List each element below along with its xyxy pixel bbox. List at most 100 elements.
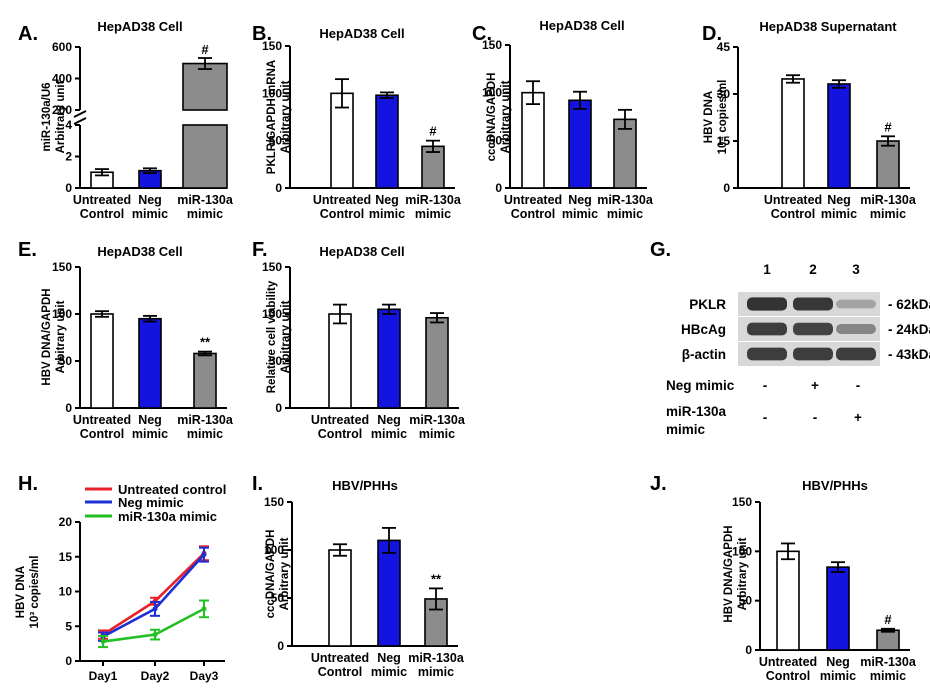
panel-label: J. — [650, 473, 667, 495]
y-tick-label: 50 — [269, 134, 283, 148]
y-axis-label-line: cccDNA/GAPDH — [486, 73, 498, 162]
bar-lower-segment — [182, 124, 228, 189]
category-label: Untreated — [764, 193, 822, 207]
bar — [776, 550, 800, 651]
x-tick-label: Day2 — [141, 669, 170, 683]
category-label: mimic — [187, 207, 223, 221]
y-tick-label: 150 — [52, 260, 72, 274]
protein-band — [793, 347, 833, 361]
protein-label: PKLR — [689, 297, 726, 312]
y-axis-label-line: HBV DNA/GAPDH — [723, 525, 735, 622]
category-label: miR-130a — [405, 193, 462, 207]
legend-label: Untreated control — [118, 482, 226, 497]
significance-mark: ** — [200, 335, 211, 350]
category-label: Untreated — [504, 193, 562, 207]
chart-title: HepAD38 Cell — [319, 26, 404, 41]
y-tick-label: 0 — [275, 401, 282, 415]
chart-title: HepAD38 Cell — [319, 244, 404, 259]
category-label: miR-130a — [860, 655, 917, 669]
protein-band — [836, 324, 876, 334]
protein-band — [747, 322, 787, 336]
protein-band — [747, 347, 787, 361]
y-tick-label: 400 — [52, 72, 72, 86]
panel-label: B. — [252, 23, 272, 45]
y-tick-label: 0 — [277, 639, 284, 653]
category-label: mimic — [607, 207, 643, 221]
chart-title: HepAD38 Supernatant — [759, 19, 897, 34]
data-point — [152, 632, 158, 638]
lane-number: 3 — [852, 262, 860, 277]
panel-a: A. HepAD38 Cell miR-130a/U6 Arbitrary unit 0… — [18, 19, 234, 221]
y-tick-label: 50 — [59, 354, 73, 368]
protein-band — [793, 322, 833, 336]
y-tick-label: 150 — [264, 495, 284, 509]
y-tick-label: 50 — [739, 594, 753, 608]
y-axis-label-line: HBV DNA — [15, 566, 27, 618]
category-label: miR-130a — [409, 413, 466, 427]
x-tick-label: Day1 — [89, 669, 118, 683]
y-axis-label: HBV DNA/GAPDH Arbitrary unit — [41, 288, 67, 385]
panel-label: F. — [252, 239, 268, 261]
category-label: miR-130a — [177, 193, 234, 207]
category-label: mimic — [562, 207, 598, 221]
category-label: Untreated — [73, 413, 131, 427]
category-label: miR-130a — [860, 193, 917, 207]
category-label: Control — [318, 427, 362, 441]
condition-label: miR-130a — [666, 404, 727, 419]
category-label: mimic — [418, 665, 454, 679]
x-tick-label: Day3 — [190, 669, 219, 683]
y-tick-label: 30 — [717, 87, 731, 101]
data-point — [152, 606, 158, 612]
y-axis-label: HBV DNA/GAPDH Arbitrary unit — [723, 525, 749, 622]
y-tick-label: 0 — [65, 401, 72, 415]
data-point — [201, 606, 207, 612]
y-axis-label: HBV DNA 10³ copies/ml — [15, 556, 41, 629]
condition-mark: - — [813, 410, 818, 425]
panel-f: F. HepAD38 Cell Relative cell viability Arb… — [252, 239, 466, 441]
bar — [193, 352, 217, 409]
category-label: mimic — [821, 207, 857, 221]
y-tick-label: 4 — [65, 118, 72, 132]
y-tick-label: 100 — [52, 307, 72, 321]
bar — [876, 629, 900, 651]
category-label: mimic — [415, 207, 451, 221]
y-tick-label: 5 — [65, 619, 72, 633]
panel-d: D. HepAD38 Supernatant HBV DNA 10⁴ copies/m… — [702, 19, 917, 221]
category-label: mimic — [820, 669, 856, 683]
condition-mark: + — [811, 378, 819, 393]
y-axis-label-line: Relative cell viability — [266, 280, 278, 393]
bar — [521, 91, 545, 189]
y-axis-label-line: Arbitrary unit — [279, 537, 291, 610]
chart-title: HBV/PHHs — [332, 478, 398, 493]
y-tick-label: 15 — [717, 134, 731, 148]
category-label: Control — [766, 669, 810, 683]
y-axis-label-line: 10⁴ copies/ml — [717, 80, 729, 155]
significance-mark: # — [201, 42, 209, 57]
bar — [781, 78, 805, 189]
category-label: Neg — [138, 193, 162, 207]
bar — [425, 316, 449, 409]
panel-e: E. HepAD38 Cell HBV DNA/GAPDH Arbitrary uni… — [18, 239, 234, 441]
category-label: miR-130a — [177, 413, 234, 427]
y-axis-label: Relative cell viability Arbitrary unit — [266, 280, 292, 393]
y-tick-label: 0 — [65, 181, 72, 195]
y-axis-label: PKLR/GAPDH mRNA Arbitrary unit — [266, 60, 292, 174]
y-tick-label: 2 — [65, 150, 72, 164]
category-label: Neg — [827, 193, 851, 207]
category-label: miR-130a — [408, 651, 465, 665]
data-point — [201, 552, 207, 558]
chart-title: HepAD38 Cell — [97, 19, 182, 34]
significance-mark: # — [429, 124, 437, 139]
bar — [826, 566, 850, 651]
condition-mark: - — [763, 410, 768, 425]
panel-i: I. HBV/PHHs cccDNA/GAPDH Arbitrary unit 0 50 1… — [252, 473, 465, 679]
category-label: Neg — [377, 413, 401, 427]
bar — [876, 140, 900, 189]
panel-label: E. — [18, 239, 37, 261]
y-axis-label-line: Arbitrary unit — [737, 537, 749, 610]
significance-mark: # — [884, 612, 892, 627]
category-label: Control — [80, 207, 124, 221]
protein-band — [747, 297, 787, 311]
y-axis-label-line: HBV DNA/GAPDH — [41, 288, 53, 385]
